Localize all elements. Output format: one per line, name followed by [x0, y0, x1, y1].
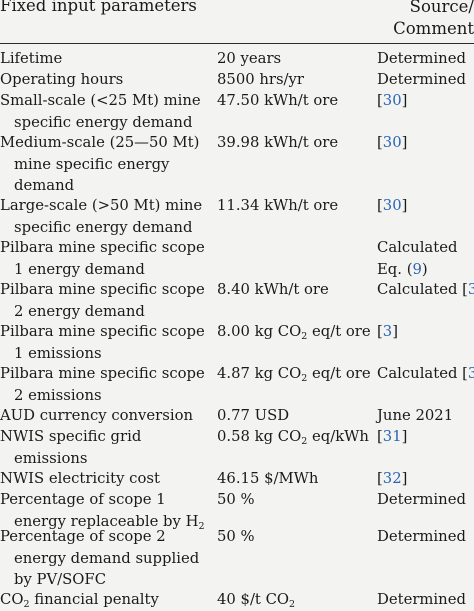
value-cell: 47.50 kWh/t ore: [217, 92, 339, 109]
value-cell: 11.34 kWh/t ore: [217, 197, 339, 214]
value-cell: 20 years: [217, 50, 282, 67]
source-cell: [30]: [377, 134, 408, 151]
value-cell: 50 %: [217, 528, 255, 545]
param-cell: Pilbara mine specific scope 2 energy dem…: [0, 281, 205, 320]
equation-link[interactable]: 9: [412, 260, 422, 278]
value-cell: 8500 hrs/yr: [217, 71, 304, 88]
value-cell: 39.98 kWh/t ore: [217, 134, 339, 151]
value-cell: 0.58 kg CO2 eq/kWh: [217, 428, 369, 447]
source-cell: Determined: [377, 528, 466, 545]
source-cell: [31]: [377, 428, 408, 445]
reference-link[interactable]: 30: [382, 134, 402, 151]
param-cell: Medium-scale (25—50 Mt) mine specific en…: [0, 134, 200, 194]
header-source: Source/: [409, 0, 474, 16]
param-cell: Large-scale (>50 Mt) mine specific energ…: [0, 197, 203, 236]
param-cell: NWIS electricity cost: [0, 470, 160, 487]
header-source-comment: Source/ Comment: [393, 0, 474, 40]
source-cell: Determined: [377, 491, 466, 508]
reference-link[interactable]: 3: [382, 323, 393, 340]
param-cell: Percentage of scope 2 energy demand supp…: [0, 528, 200, 588]
source-cell: [30]: [377, 92, 408, 109]
param-cell: Pilbara mine specific scope 1 energy dem…: [0, 239, 205, 278]
reference-link[interactable]: 30: [382, 92, 402, 109]
source-cell: Determined: [377, 50, 466, 67]
header-comment: Comment: [393, 19, 474, 38]
table-header: Fixed input parameters Source/ Comment: [0, 0, 474, 44]
param-cell: Pilbara mine specific scope 1 emissions: [0, 323, 205, 362]
value-cell: 0.77 USD: [217, 407, 290, 424]
value-cell: 4.87 kg CO2 eq/t ore: [217, 365, 371, 384]
reference-link[interactable]: 3: [467, 365, 474, 382]
source-cell: [3]: [377, 323, 398, 340]
reference-link[interactable]: 3: [467, 281, 474, 298]
param-cell: Lifetime: [0, 50, 63, 67]
reference-link[interactable]: 32: [382, 470, 402, 487]
param-cell: NWIS specific grid emissions: [0, 428, 142, 467]
value-cell: 50 %: [217, 491, 255, 508]
source-cell: [32]: [377, 470, 408, 487]
param-cell: Pilbara mine specific scope 2 emissions: [0, 365, 205, 404]
value-cell: 40 $/t CO2: [217, 591, 296, 610]
source-cell: Determined: [377, 71, 466, 88]
reference-link[interactable]: 30: [382, 197, 402, 214]
source-cell: Calculated [3]: [377, 363, 474, 385]
value-cell: 8.00 kg CO2 eq/t ore: [217, 323, 371, 342]
param-cell: AUD currency conversion: [0, 407, 194, 424]
param-cell: Operating hours: [0, 71, 124, 88]
param-cell: Percentage of scope 1 energy replaceable…: [0, 491, 205, 532]
param-cell: CO2 financial penalty: [0, 591, 159, 610]
source-cell: Calculated [3]: [377, 279, 474, 301]
source-cell: Calculated Eq. (9): [377, 239, 458, 278]
value-cell: 46.15 $/MWh: [217, 470, 319, 487]
param-cell: Small-scale (<25 Mt) mine specific energ…: [0, 92, 201, 131]
source-cell: [30]: [377, 197, 408, 214]
header-fixed-input-parameters: Fixed input parameters: [0, 0, 197, 15]
source-cell: Determined: [377, 591, 466, 608]
value-cell: 8.40 kWh/t ore: [217, 281, 329, 298]
reference-link[interactable]: 31: [382, 428, 402, 445]
source-cell: June 2021: [377, 407, 454, 424]
